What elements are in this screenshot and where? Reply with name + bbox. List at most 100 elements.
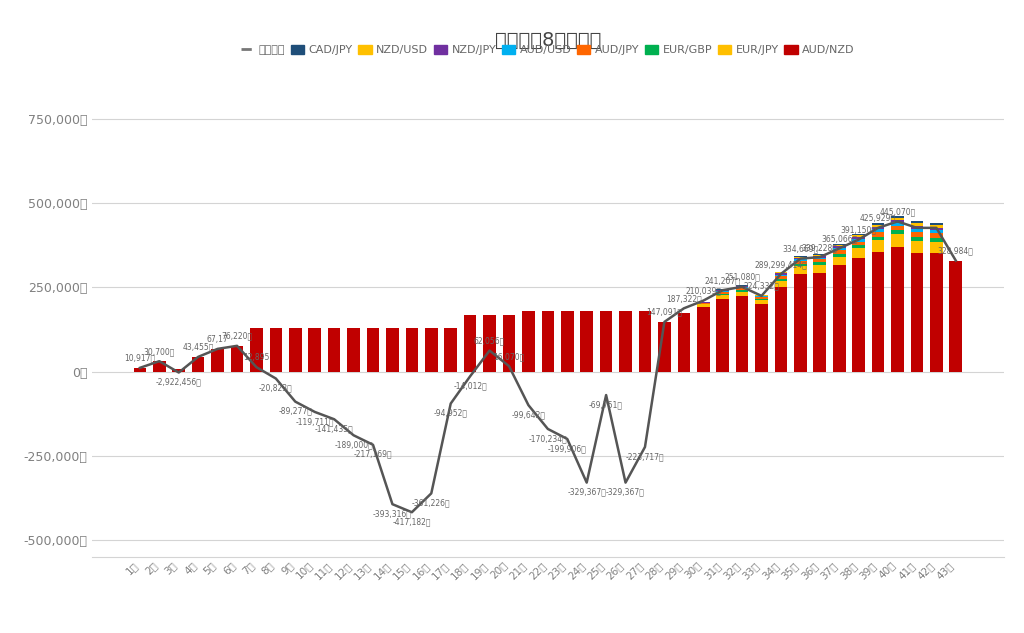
Bar: [717, 295, 729, 299]
Bar: [891, 230, 904, 234]
Text: -69,751円: -69,751円: [589, 400, 624, 409]
Bar: [833, 245, 846, 246]
Bar: [756, 299, 768, 301]
Bar: [813, 254, 826, 255]
Bar: [910, 232, 924, 237]
Text: 289,299,414円: 289,299,414円: [755, 260, 807, 269]
Bar: [852, 245, 865, 248]
Text: 210,039円: 210,039円: [685, 287, 721, 296]
Bar: [503, 315, 515, 372]
Text: 147,091円: 147,091円: [646, 308, 682, 317]
Bar: [581, 311, 593, 372]
Text: 339,228円: 339,228円: [802, 243, 838, 252]
Text: -141,435円: -141,435円: [314, 424, 353, 434]
Text: -217,169円: -217,169円: [353, 450, 392, 459]
Bar: [833, 246, 846, 248]
Bar: [697, 304, 710, 307]
Bar: [852, 234, 865, 235]
Bar: [774, 272, 787, 273]
Bar: [891, 247, 904, 372]
Bar: [910, 223, 924, 225]
Text: 67,17: 67,17: [207, 335, 228, 344]
Bar: [697, 307, 710, 372]
Bar: [871, 227, 885, 229]
Bar: [794, 261, 807, 264]
Bar: [891, 226, 904, 230]
Bar: [910, 229, 924, 232]
Bar: [678, 313, 690, 372]
Bar: [852, 235, 865, 237]
Bar: [697, 303, 710, 304]
Bar: [813, 265, 826, 273]
Text: 445,070円: 445,070円: [880, 208, 915, 216]
Bar: [930, 223, 943, 225]
Text: -189,000円: -189,000円: [334, 441, 373, 449]
Bar: [871, 232, 885, 237]
Text: 334,669円: 334,669円: [782, 244, 818, 254]
Text: 187,322円: 187,322円: [666, 294, 701, 303]
Bar: [794, 257, 807, 258]
Bar: [172, 369, 185, 372]
Title: トラリピ8通貨投資: トラリピ8通貨投資: [495, 32, 601, 51]
Bar: [250, 328, 263, 372]
Bar: [756, 304, 768, 372]
Bar: [813, 256, 826, 258]
Text: 43,455円: 43,455円: [182, 343, 214, 352]
Bar: [308, 328, 322, 372]
Text: -99,642円: -99,642円: [511, 410, 546, 419]
Bar: [910, 241, 924, 253]
Bar: [871, 237, 885, 241]
Bar: [833, 248, 846, 251]
Bar: [774, 287, 787, 372]
Bar: [930, 238, 943, 242]
Text: 76,220円: 76,220円: [221, 332, 253, 341]
Text: 425,929円: 425,929円: [860, 214, 896, 223]
Bar: [191, 357, 205, 372]
Bar: [930, 227, 943, 230]
Bar: [736, 285, 749, 286]
Bar: [891, 218, 904, 220]
Bar: [133, 368, 146, 372]
Text: -361,226円: -361,226円: [412, 498, 451, 508]
Bar: [736, 296, 749, 372]
Text: -329,367円: -329,367円: [567, 487, 606, 497]
Bar: [153, 361, 166, 372]
Text: -329,367円: -329,367円: [606, 487, 645, 497]
Bar: [717, 291, 729, 292]
Bar: [930, 234, 943, 238]
Text: 365,066円: 365,066円: [821, 234, 857, 243]
Text: -393,316円: -393,316円: [373, 510, 412, 518]
Bar: [561, 311, 573, 372]
Bar: [774, 276, 787, 279]
Bar: [833, 256, 846, 265]
Bar: [930, 225, 943, 227]
Bar: [774, 275, 787, 276]
Bar: [794, 256, 807, 257]
Bar: [464, 315, 476, 372]
Bar: [794, 258, 807, 260]
Bar: [794, 273, 807, 372]
Bar: [871, 241, 885, 252]
Bar: [852, 237, 865, 239]
Bar: [367, 328, 379, 372]
Legend: 現実利益, CAD/JPY, NZD/USD, NZD/JPY, AUD/USD, AUD/JPY, EUR/GBP, EUR/JPY, AUD/NZD: 現実利益, CAD/JPY, NZD/USD, NZD/JPY, AUD/USD…: [237, 41, 859, 60]
Bar: [852, 258, 865, 372]
Bar: [444, 328, 457, 372]
Bar: [852, 239, 865, 242]
Text: -20,823円: -20,823円: [259, 384, 293, 392]
Bar: [522, 311, 535, 372]
Text: -89,277円: -89,277円: [279, 406, 312, 416]
Bar: [910, 237, 924, 241]
Bar: [347, 328, 359, 372]
Bar: [891, 220, 904, 223]
Text: 30,700円: 30,700円: [143, 347, 175, 356]
Text: 12,895: 12,895: [244, 353, 269, 362]
Bar: [639, 311, 651, 372]
Bar: [736, 292, 749, 296]
Text: 328,984円: 328,984円: [938, 246, 974, 256]
Bar: [756, 296, 768, 298]
Bar: [813, 255, 826, 256]
Bar: [930, 230, 943, 234]
Bar: [774, 279, 787, 281]
Bar: [736, 287, 749, 289]
